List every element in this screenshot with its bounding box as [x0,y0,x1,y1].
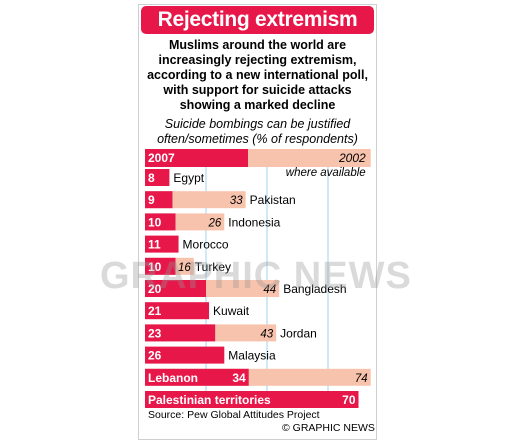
bar-2007-8 [145,346,225,364]
category-label-7: Jordan [280,326,317,340]
value-label-2002-4: 16 [178,262,191,274]
value-label-2002-7: 43 [260,328,273,340]
value-label-2007-8: 26 [148,349,162,363]
category-label-6: Kuwait [213,304,250,318]
category-label-9: Lebanon [148,371,198,385]
chart-title: Rejecting extremism [141,6,374,34]
chart-note: Suicide bombings can be justified often/… [157,117,358,146]
category-label-0: Egypt [173,171,204,185]
value-label-2007-0: 8 [148,171,155,185]
bar-2007-9 [145,368,249,386]
copyright-note: © GRAPHIC NEWS [282,422,375,434]
bar-2007-4 [145,257,176,275]
category-label-10: Palestinian territories [148,393,271,407]
category-label-1: Pakistan [250,193,296,207]
value-label-2007-1: 9 [148,193,155,207]
bar-2007-1 [145,191,173,209]
bar-2007-6 [145,302,210,320]
value-label-2007-3: 11 [148,238,161,252]
chart-bars: 8 Egypt 33 9 Pakistan 26 10 Indonesia 11 Morocco 1… [145,169,371,408]
value-label-2002-5: 44 [263,284,276,296]
chart-subtitle: Muslims around the world are increasingl… [147,38,368,112]
value-label-2007-10: 70 [342,393,356,407]
value-label-2007-4: 10 [148,260,162,274]
value-label-2007-5: 20 [148,282,162,296]
legend-swatch-2002 [248,149,371,167]
chart-legend: 2007 2002 where available [145,149,371,179]
bar-2007-7 [145,324,216,342]
value-label-2002-9: 74 [355,373,368,385]
source-note: Source: Pew Global Attitudes Project [148,409,320,421]
value-label-2007-6: 21 [148,304,162,318]
value-label-2007-9: 34 [232,371,246,385]
value-label-2007-7: 23 [148,326,162,340]
legend-note: where available [286,167,366,179]
bar-2007-3 [145,235,179,253]
category-label-2: Indonesia [228,215,280,229]
bar-2007-0 [145,169,170,186]
bar-2007-10 [145,391,359,408]
legend-swatch-2007 [145,149,248,167]
legend-label-2007: 2007 [148,151,175,165]
value-label-2002-2: 26 [208,217,222,229]
bar-2007-2 [145,213,176,231]
category-label-5: Bangladesh [283,282,346,296]
category-label-4: Turkey [195,260,231,274]
bar-2007-5 [145,280,206,297]
legend-label-2002: 2002 [338,151,366,165]
value-label-2007-2: 10 [148,215,162,229]
value-label-2002-1: 33 [230,195,243,207]
category-label-8: Malaysia [228,349,276,363]
category-label-3: Morocco [183,238,229,252]
